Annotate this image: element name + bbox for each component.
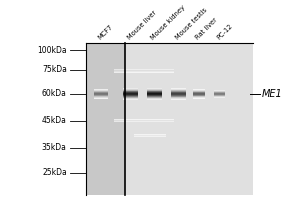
Bar — [214, 94, 226, 95]
Bar — [171, 91, 186, 92]
Bar — [123, 94, 138, 95]
Text: Mouse kidney: Mouse kidney — [150, 4, 187, 41]
Bar — [114, 120, 174, 121]
Bar — [147, 95, 162, 96]
Bar — [147, 96, 162, 97]
Bar — [94, 92, 108, 93]
Text: 100kDa: 100kDa — [37, 46, 67, 55]
Bar — [193, 89, 205, 90]
Bar — [134, 134, 166, 135]
Bar — [123, 97, 138, 98]
Bar — [193, 93, 205, 94]
Bar — [193, 97, 205, 98]
Bar — [123, 89, 138, 90]
Bar — [94, 90, 108, 91]
Text: PC-12: PC-12 — [216, 23, 233, 41]
Bar — [147, 92, 162, 93]
Bar — [171, 94, 186, 95]
Text: 75kDa: 75kDa — [42, 65, 67, 74]
Text: ME1: ME1 — [262, 89, 282, 99]
Bar — [147, 93, 162, 94]
Bar — [214, 96, 226, 97]
Bar — [171, 98, 186, 99]
Bar — [171, 92, 186, 93]
Bar — [171, 89, 186, 90]
Bar — [171, 88, 186, 89]
Bar — [171, 90, 186, 91]
Bar — [214, 95, 226, 96]
Bar — [214, 90, 226, 91]
Bar — [193, 92, 205, 93]
Bar — [114, 119, 174, 120]
Bar — [94, 95, 108, 96]
Bar — [134, 136, 166, 137]
Bar — [147, 91, 162, 92]
Bar — [171, 95, 186, 96]
Bar — [114, 121, 174, 122]
Bar — [123, 96, 138, 97]
Bar — [147, 97, 162, 98]
Bar — [123, 93, 138, 94]
Text: 25kDa: 25kDa — [42, 168, 67, 177]
Bar — [123, 92, 138, 93]
Bar — [147, 90, 162, 91]
Bar — [214, 93, 226, 94]
Bar — [147, 88, 162, 89]
Bar — [114, 70, 174, 71]
Bar — [94, 98, 108, 99]
Bar — [171, 97, 186, 98]
Bar — [193, 98, 205, 99]
Bar — [193, 91, 205, 92]
Bar — [134, 135, 166, 136]
Bar — [171, 89, 186, 90]
Text: 35kDa: 35kDa — [42, 143, 67, 152]
Text: Rat liver: Rat liver — [195, 17, 219, 41]
Bar — [214, 91, 226, 92]
Bar — [147, 99, 162, 100]
Bar — [123, 95, 138, 96]
Bar — [147, 89, 162, 90]
Bar — [94, 89, 108, 90]
Text: Mouse testis: Mouse testis — [174, 7, 208, 41]
Bar — [214, 91, 226, 92]
Bar — [171, 93, 186, 94]
Bar — [171, 96, 186, 97]
Bar — [114, 71, 174, 72]
Bar — [94, 90, 108, 91]
Bar — [214, 92, 226, 93]
Bar — [94, 93, 108, 94]
Bar — [193, 94, 205, 95]
Text: 45kDa: 45kDa — [42, 116, 67, 125]
Bar — [123, 88, 138, 89]
Bar — [114, 69, 174, 70]
Text: 60kDa: 60kDa — [42, 89, 67, 98]
Bar — [123, 90, 138, 91]
Bar — [86, 43, 125, 195]
Bar — [171, 96, 186, 97]
Bar — [193, 96, 205, 97]
Bar — [123, 91, 138, 92]
Bar — [123, 99, 138, 100]
Bar — [214, 97, 226, 98]
Bar — [193, 95, 205, 96]
Text: Mouse liver: Mouse liver — [126, 10, 158, 41]
Bar — [94, 96, 108, 97]
Bar — [94, 97, 108, 98]
Bar — [147, 98, 162, 99]
Bar — [94, 94, 108, 95]
Bar — [193, 90, 205, 91]
Bar — [94, 97, 108, 98]
Bar — [123, 98, 138, 99]
Text: MCF7: MCF7 — [97, 24, 114, 41]
Bar — [147, 94, 162, 95]
Bar — [134, 135, 166, 136]
Bar — [94, 91, 108, 92]
Bar — [171, 99, 186, 100]
Bar — [86, 43, 253, 195]
Bar — [193, 95, 205, 96]
Bar — [114, 72, 174, 73]
